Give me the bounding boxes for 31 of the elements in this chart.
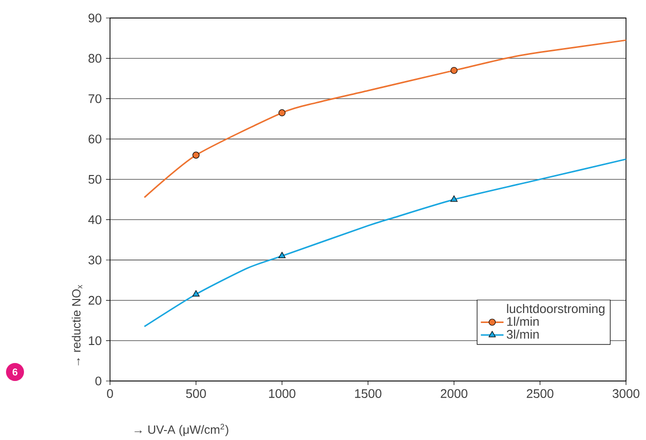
- point: [278, 109, 286, 116]
- y-tick-label: 50: [88, 174, 102, 184]
- legend-label: 1l/min: [507, 316, 539, 326]
- x-tick-label: 0: [107, 389, 113, 398]
- point: [450, 66, 458, 74]
- line-series: [144, 158, 627, 328]
- x-tick-label: 500: [186, 389, 206, 398]
- y-tick-label: 60: [88, 134, 102, 144]
- legend-title: luchtdoorstroming: [507, 304, 604, 316]
- legend-label: 3l/min: [506, 330, 539, 339]
- x-tick-label: 1500: [355, 389, 382, 398]
- x-tick-label: 3000: [612, 389, 640, 398]
- point: [192, 152, 200, 159]
- x-tick-label: 2500: [526, 389, 554, 398]
- y-axis-title: → reductie NO$_{x}$: [72, 284, 82, 366]
- x-tick-label: 2000: [440, 389, 468, 398]
- y-tick-label: 70: [88, 94, 102, 103]
- x-tick-label: 1000: [269, 389, 296, 398]
- y-tick-label: 10: [88, 336, 102, 345]
- text: 6: [12, 368, 18, 376]
- point: [278, 252, 286, 258]
- y-tick-label: 30: [88, 256, 102, 264]
- y-tick-label: 40: [88, 215, 102, 224]
- point: [192, 290, 200, 296]
- line-series: [144, 39, 627, 198]
- y-tick-label: 90: [88, 14, 102, 22]
- y-tick-label: 0: [95, 376, 102, 386]
- x-axis-title: → UV-A (μW/cm$^{2}$): [134, 424, 228, 436]
- y-tick-label: 20: [88, 296, 102, 305]
- y-tick-label: 80: [88, 54, 102, 63]
- point: [450, 195, 458, 202]
